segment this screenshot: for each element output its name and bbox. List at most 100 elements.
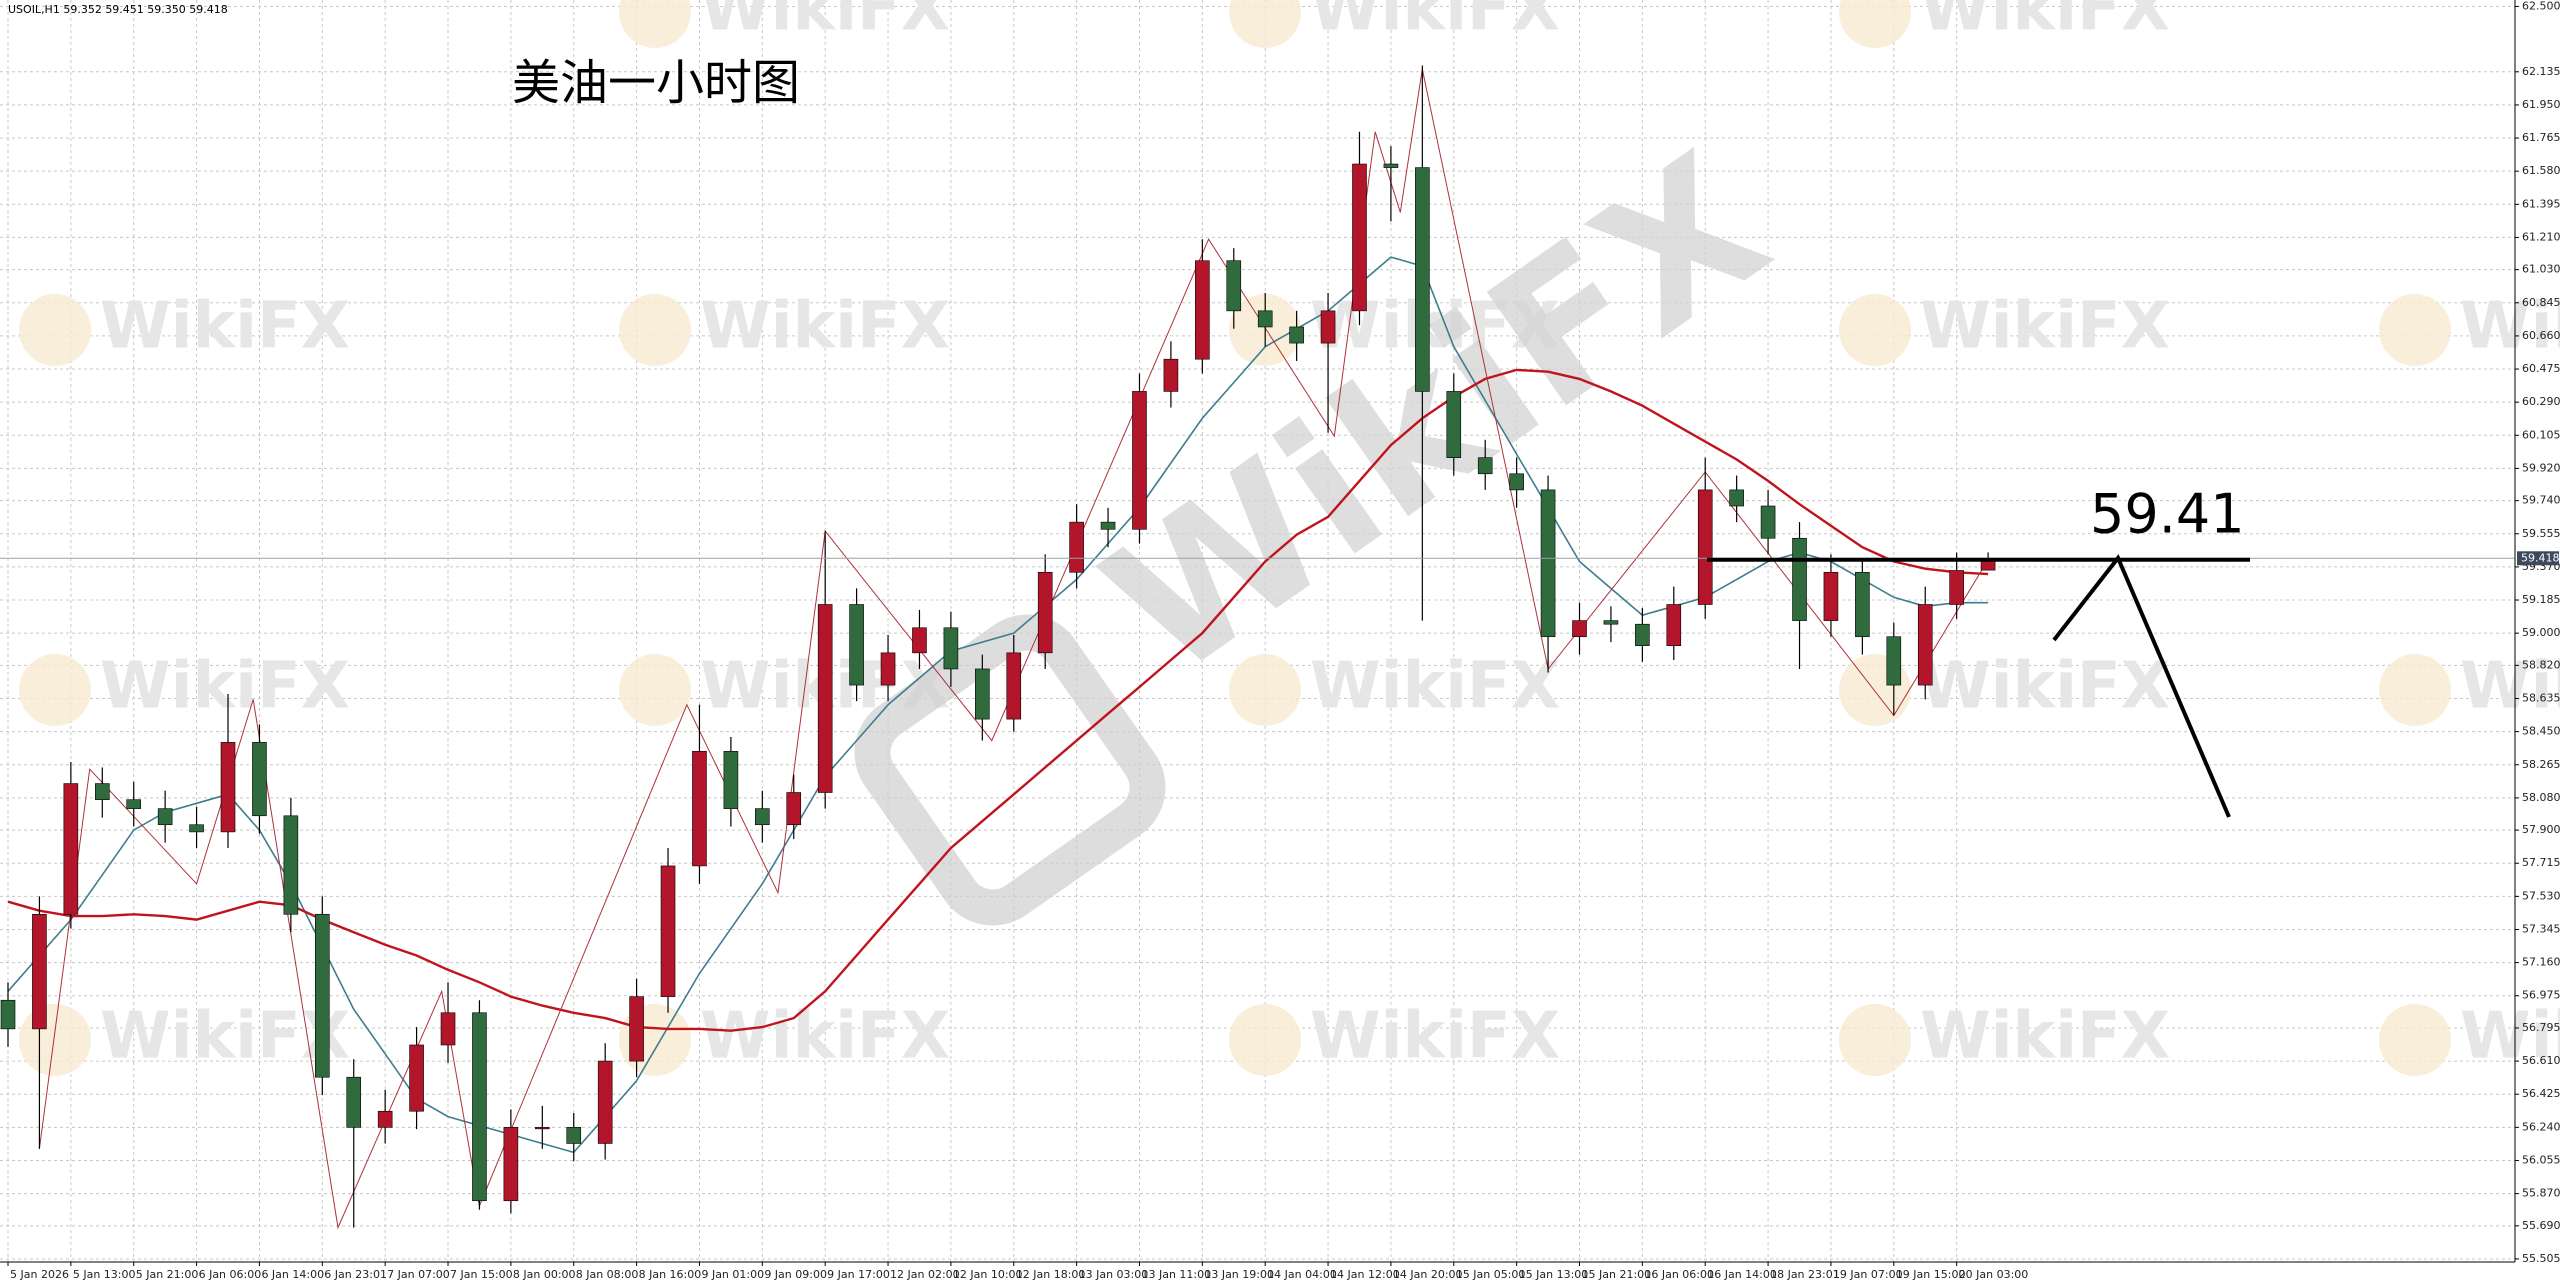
watermark-logo (19, 654, 91, 726)
y-tick-label: 57.345 (2522, 922, 2560, 935)
y-tick-label: 55.505 (2522, 1252, 2560, 1265)
x-tick-label: 15 Jan 13:00 (1519, 1268, 1589, 1281)
x-tick-label: 7 Jan 15:00 (450, 1268, 513, 1281)
candle-body (0, 999, 16, 1030)
candle-body (975, 668, 990, 720)
candle-body (1572, 620, 1587, 638)
candle-body (817, 604, 833, 793)
x-tick-label: 19 Jan 15:00 (1896, 1268, 1966, 1281)
watermark: WikiFX (1310, 1000, 1560, 1074)
y-tick-label: 59.000 (2522, 626, 2560, 639)
x-tick-label: 8 Jan 00:00 (513, 1268, 576, 1281)
y-tick-label: 57.530 (2522, 889, 2560, 902)
watermark: WikiFX (100, 1000, 350, 1074)
watermark: WikiFX (700, 1000, 950, 1074)
candle-body (597, 1060, 613, 1144)
y-tick-label: 61.210 (2522, 230, 2560, 243)
candle-body (1509, 473, 1524, 491)
y-tick-label: 58.450 (2522, 725, 2560, 738)
candle-body (1069, 521, 1084, 573)
candle-body (660, 865, 676, 997)
y-tick-label: 56.610 (2522, 1054, 2560, 1067)
candle-body (126, 799, 142, 809)
y-tick-label: 60.660 (2522, 329, 2560, 342)
candle-body (1289, 326, 1304, 344)
x-tick-label: 9 Jan 09:00 (764, 1268, 827, 1281)
candle-body (535, 1127, 550, 1130)
x-tick-label: 8 Jan 08:00 (576, 1268, 639, 1281)
candle-body (943, 627, 959, 670)
x-tick-label: 15 Jan 05:00 (1456, 1268, 1526, 1281)
zigzag (38, 68, 1989, 1230)
candle-body (566, 1127, 582, 1144)
candle-body (1320, 310, 1336, 344)
x-tick-label: 13 Jan 03:00 (1079, 1268, 1149, 1281)
candle-body (1635, 623, 1650, 646)
plot: 59.41 (0, 65, 2515, 1230)
x-tick-label: 16 Jan 06:00 (1644, 1268, 1714, 1281)
x-tick-label: 13 Jan 19:00 (1204, 1268, 1274, 1281)
watermark: WikiFX (700, 290, 950, 364)
candle-body (189, 824, 204, 833)
x-tick-label: 14 Jan 12:00 (1330, 1268, 1400, 1281)
y-tick-label: 56.975 (2522, 989, 2560, 1002)
x-tick-label: 5 Jan 13:00 (73, 1268, 136, 1281)
y-tick-label: 56.425 (2522, 1087, 2560, 1100)
y-tick-label: 61.580 (2522, 164, 2560, 177)
candle-body (1446, 391, 1462, 458)
x-tick-label: 6 Jan 06:00 (199, 1268, 262, 1281)
candle-body (1823, 571, 1839, 621)
watermark: WikiFX (1920, 0, 2170, 46)
candle-body (220, 742, 236, 833)
x-tick-label: 8 Jan 16:00 (639, 1268, 702, 1281)
candle-body (377, 1110, 393, 1128)
y-tick-label: 58.265 (2522, 758, 2560, 771)
candle-body (1226, 260, 1242, 312)
candle-body (32, 913, 47, 1030)
candle-body (692, 751, 707, 867)
x-tick-label: 15 Jan 21:00 (1582, 1268, 1652, 1281)
candle-body (1917, 604, 1933, 686)
candle-body (94, 783, 110, 800)
candle-body (472, 1012, 487, 1202)
moving-average (7, 368, 1989, 1032)
y-tick-label: 56.240 (2522, 1120, 2560, 1133)
candle-body (1697, 489, 1713, 605)
watermark: WikiFX (100, 650, 350, 724)
candle-body (440, 1012, 456, 1046)
x-tick-label: 13 Jan 11:00 (1141, 1268, 1211, 1281)
watermark-logo (1229, 1004, 1301, 1076)
last-price-label: 59.418 (2521, 551, 2560, 564)
axes: 62.500 62.135 61.950 61.765 61.580 61.395 61.2… (7, 0, 2560, 1281)
y-tick-label: 61.950 (2522, 98, 2560, 111)
candle-body (1352, 163, 1367, 312)
x-tick-label: 19 Jan 07:00 (1833, 1268, 1903, 1281)
watermark: WikiFX (1920, 290, 2170, 364)
candle-body (1760, 505, 1776, 539)
candle-body (1257, 310, 1273, 328)
x-tick-label: 9 Jan 01:00 (701, 1268, 764, 1281)
x-tick-label: 18 Jan 23:01 (1770, 1268, 1840, 1281)
candle-body (1195, 260, 1210, 360)
x-tick-label: 14 Jan 04:00 (1267, 1268, 1337, 1281)
watermark: WikiFX (100, 290, 350, 364)
y-tick-label: 59.185 (2522, 593, 2560, 606)
candle-body (1163, 358, 1179, 392)
candle-body (1100, 521, 1116, 530)
watermark-logo (619, 0, 691, 48)
watermark-logo (1229, 0, 1301, 48)
x-tick-label: 5 Jan 2026 (10, 1268, 69, 1281)
candle-body (629, 996, 644, 1062)
watermark: WikiFX (1310, 650, 1560, 724)
candle-body (786, 792, 802, 826)
x-tick-label: 9 Jan 17:00 (827, 1268, 890, 1281)
y-tick-label: 61.030 (2522, 263, 2560, 276)
watermark-logo (2379, 294, 2451, 366)
candle-body (1383, 163, 1399, 168)
watermark: WikiFX (1310, 0, 1560, 46)
x-tick-label: 14 Jan 20:00 (1393, 1268, 1463, 1281)
y-tick-label: 58.635 (2522, 692, 2560, 705)
watermark-logo (2379, 654, 2451, 726)
candle-body (314, 913, 330, 1078)
watermark-logo (619, 654, 691, 726)
